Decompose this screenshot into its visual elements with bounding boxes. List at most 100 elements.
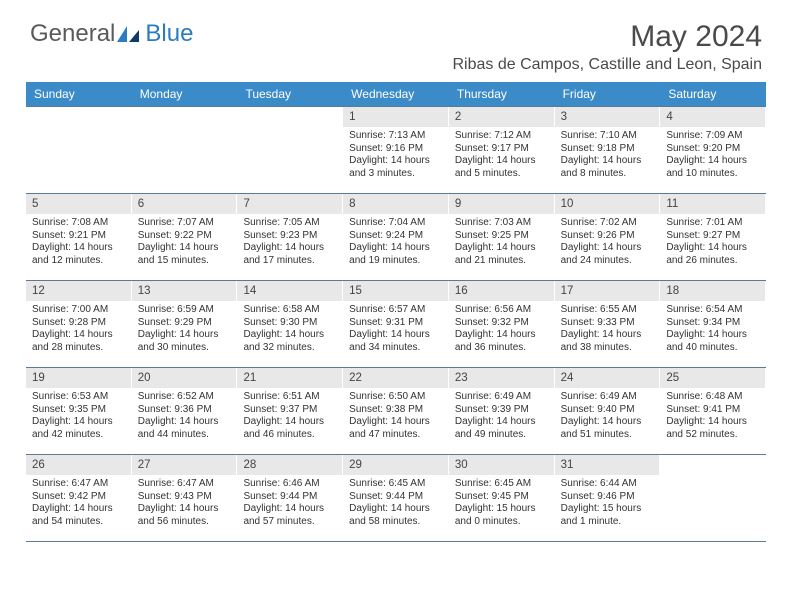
day-number: 21	[237, 368, 342, 388]
day-cell: 8Sunrise: 7:04 AMSunset: 9:24 PMDaylight…	[343, 194, 449, 280]
day-number	[237, 107, 342, 113]
daylight-text: Daylight: 14 hours and 54 minutes.	[32, 503, 125, 528]
day-cell: 7Sunrise: 7:05 AMSunset: 9:23 PMDaylight…	[237, 194, 343, 280]
day-cell: 21Sunrise: 6:51 AMSunset: 9:37 PMDayligh…	[237, 368, 343, 454]
daylight-text: Daylight: 14 hours and 19 minutes.	[349, 242, 442, 267]
day-details: Sunrise: 6:49 AMSunset: 9:40 PMDaylight:…	[555, 388, 660, 445]
day-details: Sunrise: 6:56 AMSunset: 9:32 PMDaylight:…	[449, 301, 554, 358]
sunrise-text: Sunrise: 7:03 AM	[455, 217, 548, 230]
day-cell: 11Sunrise: 7:01 AMSunset: 9:27 PMDayligh…	[660, 194, 766, 280]
brand-part2: Blue	[145, 20, 193, 48]
sunset-text: Sunset: 9:32 PM	[455, 317, 548, 330]
day-number: 23	[449, 368, 554, 388]
sunset-text: Sunset: 9:36 PM	[138, 404, 231, 417]
day-details: Sunrise: 7:12 AMSunset: 9:17 PMDaylight:…	[449, 127, 554, 184]
day-details: Sunrise: 6:59 AMSunset: 9:29 PMDaylight:…	[132, 301, 237, 358]
day-number: 3	[555, 107, 660, 127]
sunset-text: Sunset: 9:28 PM	[32, 317, 125, 330]
sunrise-text: Sunrise: 6:53 AM	[32, 391, 125, 404]
day-number	[660, 455, 765, 461]
sail-icon	[115, 24, 141, 44]
sunset-text: Sunset: 9:44 PM	[243, 491, 336, 504]
day-details: Sunrise: 6:44 AMSunset: 9:46 PMDaylight:…	[555, 475, 660, 532]
daylight-text: Daylight: 14 hours and 17 minutes.	[243, 242, 336, 267]
sunrise-text: Sunrise: 6:47 AM	[32, 478, 125, 491]
day-cell: 13Sunrise: 6:59 AMSunset: 9:29 PMDayligh…	[132, 281, 238, 367]
page-header: General Blue May 2024 Ribas de Campos, C…	[0, 0, 792, 82]
day-cell: 31Sunrise: 6:44 AMSunset: 9:46 PMDayligh…	[555, 455, 661, 541]
day-cell: 27Sunrise: 6:47 AMSunset: 9:43 PMDayligh…	[132, 455, 238, 541]
daylight-text: Daylight: 14 hours and 49 minutes.	[455, 416, 548, 441]
day-details: Sunrise: 6:58 AMSunset: 9:30 PMDaylight:…	[237, 301, 342, 358]
sunrise-text: Sunrise: 6:58 AM	[243, 304, 336, 317]
daylight-text: Daylight: 14 hours and 51 minutes.	[561, 416, 654, 441]
day-number: 6	[132, 194, 237, 214]
sunrise-text: Sunrise: 7:05 AM	[243, 217, 336, 230]
sunset-text: Sunset: 9:30 PM	[243, 317, 336, 330]
day-cell: 9Sunrise: 7:03 AMSunset: 9:25 PMDaylight…	[449, 194, 555, 280]
day-header: Sunday	[26, 82, 132, 106]
day-details: Sunrise: 7:03 AMSunset: 9:25 PMDaylight:…	[449, 214, 554, 271]
day-details: Sunrise: 7:08 AMSunset: 9:21 PMDaylight:…	[26, 214, 131, 271]
day-cell	[660, 455, 766, 541]
sunrise-text: Sunrise: 6:49 AM	[455, 391, 548, 404]
daylight-text: Daylight: 14 hours and 26 minutes.	[666, 242, 759, 267]
day-cell: 2Sunrise: 7:12 AMSunset: 9:17 PMDaylight…	[449, 107, 555, 193]
sunrise-text: Sunrise: 6:51 AM	[243, 391, 336, 404]
sunset-text: Sunset: 9:35 PM	[32, 404, 125, 417]
day-cell: 5Sunrise: 7:08 AMSunset: 9:21 PMDaylight…	[26, 194, 132, 280]
daylight-text: Daylight: 14 hours and 36 minutes.	[455, 329, 548, 354]
day-cell: 6Sunrise: 7:07 AMSunset: 9:22 PMDaylight…	[132, 194, 238, 280]
sunset-text: Sunset: 9:25 PM	[455, 230, 548, 243]
sunset-text: Sunset: 9:41 PM	[666, 404, 759, 417]
day-cell: 30Sunrise: 6:45 AMSunset: 9:45 PMDayligh…	[449, 455, 555, 541]
day-details: Sunrise: 6:50 AMSunset: 9:38 PMDaylight:…	[343, 388, 448, 445]
day-number: 5	[26, 194, 131, 214]
sunrise-text: Sunrise: 6:57 AM	[349, 304, 442, 317]
sunset-text: Sunset: 9:27 PM	[666, 230, 759, 243]
day-details: Sunrise: 7:05 AMSunset: 9:23 PMDaylight:…	[237, 214, 342, 271]
daylight-text: Daylight: 14 hours and 32 minutes.	[243, 329, 336, 354]
daylight-text: Daylight: 14 hours and 8 minutes.	[561, 155, 654, 180]
day-cell: 1Sunrise: 7:13 AMSunset: 9:16 PMDaylight…	[343, 107, 449, 193]
day-cell: 15Sunrise: 6:57 AMSunset: 9:31 PMDayligh…	[343, 281, 449, 367]
week-row: 12Sunrise: 7:00 AMSunset: 9:28 PMDayligh…	[26, 281, 766, 368]
sunrise-text: Sunrise: 6:56 AM	[455, 304, 548, 317]
sunset-text: Sunset: 9:45 PM	[455, 491, 548, 504]
day-details: Sunrise: 6:47 AMSunset: 9:42 PMDaylight:…	[26, 475, 131, 532]
sunset-text: Sunset: 9:18 PM	[561, 143, 654, 156]
day-header: Tuesday	[237, 82, 343, 106]
day-header-row: SundayMondayTuesdayWednesdayThursdayFrid…	[26, 82, 766, 106]
daylight-text: Daylight: 14 hours and 5 minutes.	[455, 155, 548, 180]
sunset-text: Sunset: 9:29 PM	[138, 317, 231, 330]
sunset-text: Sunset: 9:24 PM	[349, 230, 442, 243]
daylight-text: Daylight: 15 hours and 1 minute.	[561, 503, 654, 528]
sunrise-text: Sunrise: 6:48 AM	[666, 391, 759, 404]
sunset-text: Sunset: 9:43 PM	[138, 491, 231, 504]
day-details: Sunrise: 6:45 AMSunset: 9:45 PMDaylight:…	[449, 475, 554, 532]
daylight-text: Daylight: 14 hours and 52 minutes.	[666, 416, 759, 441]
daylight-text: Daylight: 14 hours and 47 minutes.	[349, 416, 442, 441]
week-row: 26Sunrise: 6:47 AMSunset: 9:42 PMDayligh…	[26, 455, 766, 542]
day-number: 28	[237, 455, 342, 475]
sunset-text: Sunset: 9:21 PM	[32, 230, 125, 243]
day-cell: 4Sunrise: 7:09 AMSunset: 9:20 PMDaylight…	[660, 107, 766, 193]
daylight-text: Daylight: 15 hours and 0 minutes.	[455, 503, 548, 528]
day-details: Sunrise: 6:52 AMSunset: 9:36 PMDaylight:…	[132, 388, 237, 445]
day-cell	[132, 107, 238, 193]
daylight-text: Daylight: 14 hours and 40 minutes.	[666, 329, 759, 354]
day-details: Sunrise: 7:07 AMSunset: 9:22 PMDaylight:…	[132, 214, 237, 271]
day-number: 16	[449, 281, 554, 301]
day-number	[132, 107, 237, 113]
sunrise-text: Sunrise: 6:45 AM	[455, 478, 548, 491]
day-details: Sunrise: 6:55 AMSunset: 9:33 PMDaylight:…	[555, 301, 660, 358]
daylight-text: Daylight: 14 hours and 46 minutes.	[243, 416, 336, 441]
sunrise-text: Sunrise: 6:47 AM	[138, 478, 231, 491]
daylight-text: Daylight: 14 hours and 34 minutes.	[349, 329, 442, 354]
sunrise-text: Sunrise: 7:08 AM	[32, 217, 125, 230]
daylight-text: Daylight: 14 hours and 28 minutes.	[32, 329, 125, 354]
sunrise-text: Sunrise: 7:09 AM	[666, 130, 759, 143]
sunrise-text: Sunrise: 6:54 AM	[666, 304, 759, 317]
daylight-text: Daylight: 14 hours and 10 minutes.	[666, 155, 759, 180]
day-details: Sunrise: 6:53 AMSunset: 9:35 PMDaylight:…	[26, 388, 131, 445]
